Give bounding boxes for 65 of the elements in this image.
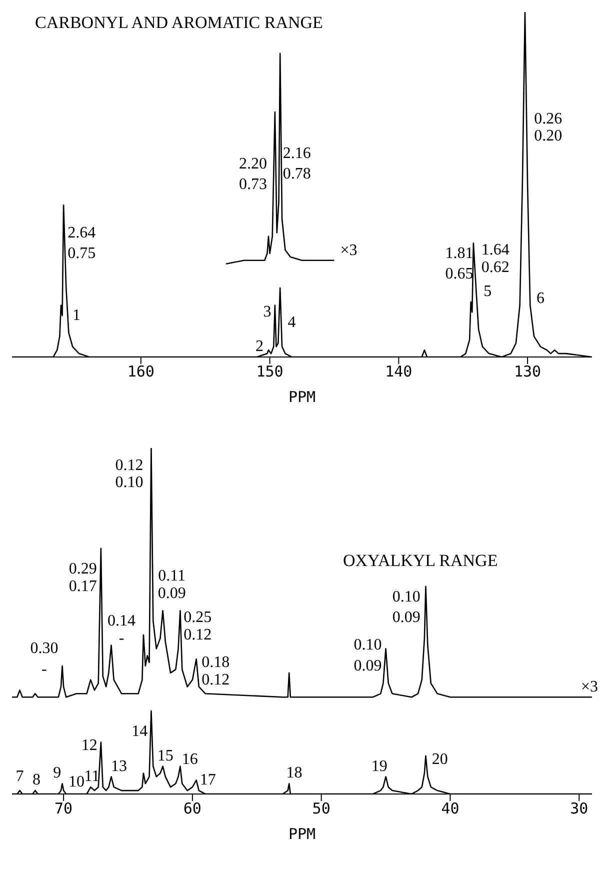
annotation: 0.14 <box>108 612 136 630</box>
annotation: 5 <box>484 282 492 300</box>
annotation: 19 <box>371 758 388 775</box>
annotation: 17 <box>200 772 216 789</box>
annotation: 2.20 <box>239 155 268 172</box>
annotation: 0.25 <box>184 609 212 626</box>
annotation: 0.09 <box>354 657 382 674</box>
x-tick-label: 30 <box>570 800 588 818</box>
annotation: 0.12 <box>202 671 230 688</box>
annotation: 0.26 <box>534 110 562 128</box>
annotation: 2.64 <box>68 224 96 242</box>
annotation: 0.09 <box>392 609 420 626</box>
annotation: 0.65 <box>445 266 474 283</box>
annotation: 3 <box>263 304 272 321</box>
annotation: 10 <box>68 773 84 790</box>
annotation: 12 <box>81 737 98 754</box>
x-tick-label: 140 <box>385 362 412 381</box>
annotation: 0.17 <box>68 578 97 595</box>
chart-title: CARBONYL AND AROMATIC RANGE <box>35 13 323 33</box>
annotation: 2.16 <box>282 144 311 162</box>
series-label: ×3 <box>580 678 598 696</box>
x-tick-label: 150 <box>256 362 284 381</box>
x-tick-label: 70 <box>54 800 73 818</box>
x-tick-label: 60 <box>183 800 202 818</box>
annotation: 0.10 <box>115 474 144 492</box>
annotation: 0.73 <box>239 176 268 193</box>
annotation: 4 <box>288 314 296 331</box>
annotation: - <box>42 660 47 678</box>
annotation: 0.30 <box>30 640 58 658</box>
annotation: 0.10 <box>392 588 420 606</box>
annotation: 0.20 <box>534 128 562 145</box>
x-tick-label: 130 <box>514 362 542 381</box>
annotation: 20 <box>432 750 448 768</box>
annotation: 0.10 <box>354 636 382 654</box>
annotation: 1.64 <box>481 242 510 259</box>
annotation: 18 <box>286 764 302 782</box>
x-axis-title: PPM <box>288 388 316 406</box>
annotation: 9 <box>53 764 62 782</box>
series-label: ×3 <box>340 242 358 259</box>
annotation: 0.12 <box>184 626 212 644</box>
annotation: 14 <box>132 723 148 740</box>
text: OXYALKYL RANGE <box>343 551 498 571</box>
annotation: 0.12 <box>115 456 144 474</box>
annotation: 1.81 <box>445 245 474 262</box>
annotation: 16 <box>182 750 198 768</box>
x-tick-label: 160 <box>127 362 154 381</box>
annotation: 1 <box>72 307 80 324</box>
annotation: 6 <box>536 290 544 307</box>
annotation: 0.78 <box>282 166 311 183</box>
annotation: 8 <box>32 772 40 789</box>
annotation: 0.29 <box>68 560 97 578</box>
annotation: 13 <box>110 758 127 775</box>
annotation: 0.09 <box>158 584 186 602</box>
annotation: 0.11 <box>158 568 186 585</box>
annotation: 0.62 <box>481 258 510 276</box>
x-tick-label: 40 <box>441 800 460 818</box>
annotation: 11 <box>84 768 100 786</box>
x-axis-title: PPM <box>288 825 316 843</box>
annotation: 0.75 <box>68 245 96 262</box>
x-tick-label: 50 <box>312 800 330 818</box>
annotation: - <box>118 630 124 647</box>
annotation: 15 <box>157 747 174 764</box>
annotation: 7 <box>16 768 24 786</box>
annotation: 0.18 <box>202 654 230 672</box>
annotation: 2 <box>255 338 264 356</box>
